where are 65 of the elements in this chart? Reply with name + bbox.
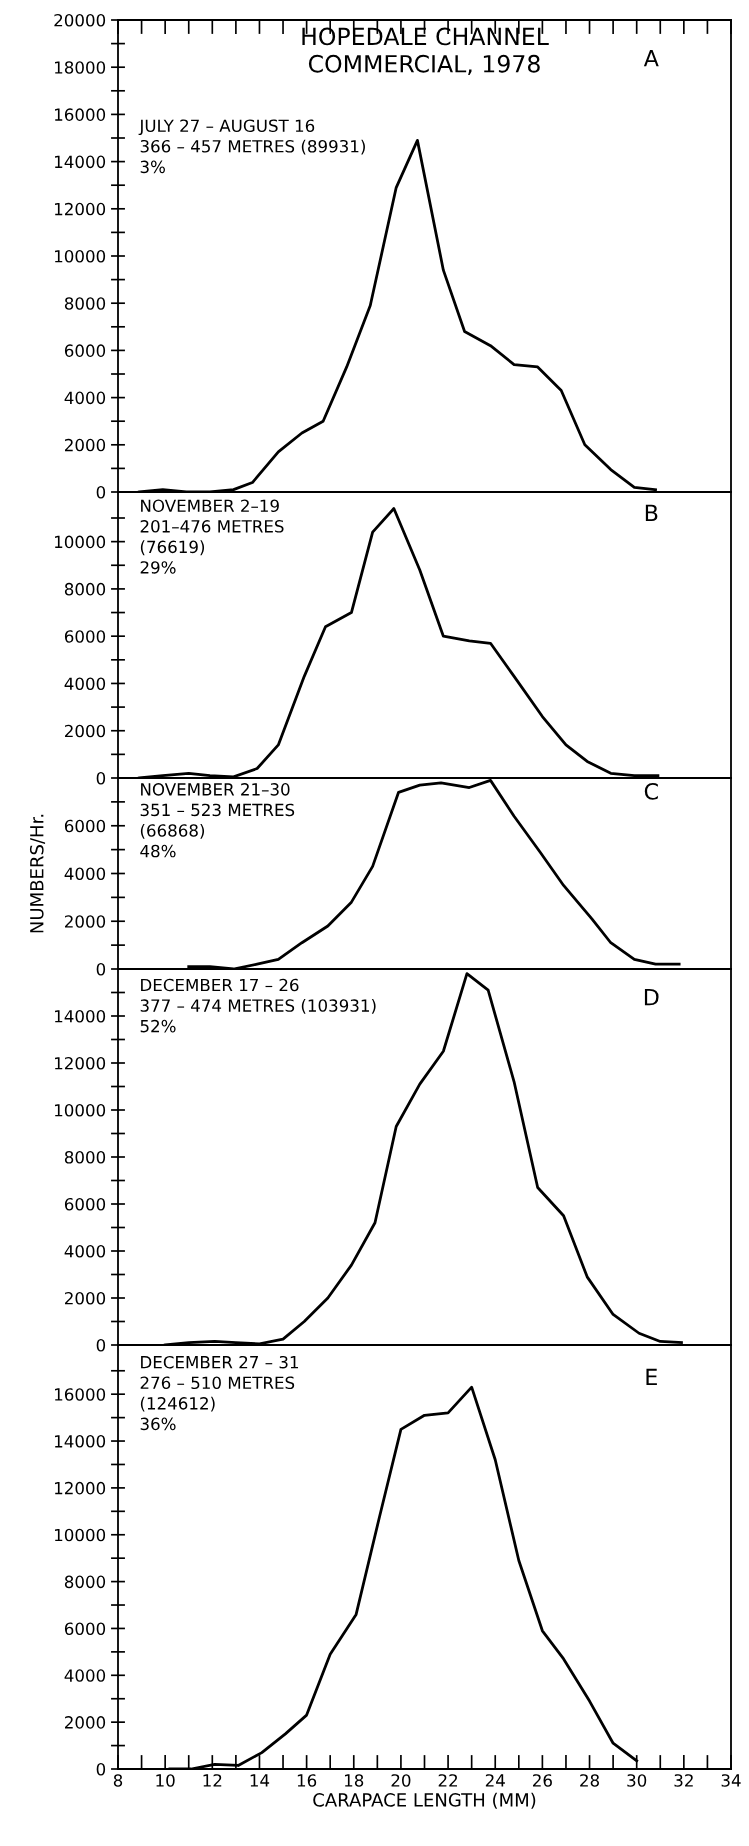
annotation: DECEMBER 17 – 26 377 – 474 METRES (103931) 52% (140, 978, 376, 1033)
x-tick-label: 20 (391, 1774, 411, 1787)
y-tick-label: 6000 (64, 819, 106, 833)
y-tick-label: 0 (96, 1338, 106, 1352)
x-tick-label: 34 (721, 1774, 741, 1787)
y-tick-label: 10000 (55, 249, 106, 263)
y-tick-label: 0 (96, 771, 106, 785)
y-tick-label: 12000 (55, 1481, 106, 1495)
y-tick-label: 20000 (54, 13, 106, 27)
y-tick-label: 16000 (55, 108, 106, 121)
y-tick-label: 0 (96, 962, 106, 976)
x-axis-title: CARAPACE LENGTH (MM) (313, 1792, 536, 1809)
y-tick-label: 8000 (64, 297, 106, 310)
y-tick-label: 2000 (65, 438, 106, 452)
y-tick-label: 16000 (55, 1388, 106, 1401)
y-tick-label: 8000 (64, 1575, 106, 1589)
y-tick-label: 6000 (64, 1197, 106, 1211)
y-tick-label: 14000 (55, 1009, 106, 1023)
x-tick-label: 26 (533, 1774, 552, 1787)
y-tick-label: 4000 (64, 677, 106, 691)
annotation: NOVEMBER 2–19 201–476 METRES (76619) 29% (140, 499, 284, 574)
y-tick-label: 2000 (65, 1291, 106, 1305)
y-tick-label: 6000 (64, 344, 106, 357)
x-tick-label: 16 (297, 1774, 317, 1787)
y-tick-label: 4000 (64, 1669, 106, 1682)
y-tick-label: 8000 (64, 1150, 106, 1164)
annotation: C (644, 782, 658, 800)
y-tick-label: 8000 (64, 582, 106, 596)
x-tick-label: 10 (156, 1774, 175, 1787)
x-tick-label: 18 (345, 1774, 364, 1787)
text: HOPEDALE CHANNEL COMMERCIAL, 1978 (302, 27, 549, 76)
y-tick-label: 6000 (64, 1622, 106, 1636)
x-tick-label: 30 (627, 1774, 647, 1787)
y-tick-label: 10000 (55, 535, 106, 549)
y-tick-label: 2000 (65, 1716, 106, 1729)
annotation: D (644, 989, 659, 1006)
y-tick-label: 14000 (55, 1435, 106, 1448)
x-tick-label: 12 (203, 1774, 222, 1787)
y-tick-label: 12000 (55, 1056, 106, 1070)
annotation: E (646, 1368, 657, 1386)
annotation: B (645, 504, 658, 522)
y-tick-label: 4000 (64, 391, 106, 405)
x-tick-label: 24 (485, 1774, 505, 1787)
x-tick-label: 22 (438, 1774, 458, 1787)
y-tick-label: 0 (96, 485, 106, 499)
y-tick-label: 0 (96, 1762, 106, 1776)
annotation: DECEMBER 27 – 31 276 – 510 METRES (124612) 36% (140, 1355, 299, 1431)
annotation: A (643, 50, 659, 67)
y-tick-label: 2000 (65, 724, 106, 738)
y-tick-label: 4000 (64, 867, 106, 881)
y-tick-label: 14000 (55, 155, 106, 169)
y-axis-title: NUMBERS/Hr. (29, 814, 46, 933)
x-tick-label: 14 (250, 1774, 270, 1787)
y-tick-label: 4000 (64, 1244, 106, 1258)
y-tick-label: 6000 (64, 630, 106, 643)
y-tick-label: 10000 (55, 1103, 106, 1117)
x-tick-label: 32 (674, 1774, 693, 1787)
x-tick-label: 8 (113, 1774, 123, 1787)
annotation: JULY 27 – AUGUST 16 366 – 457 METRES (89931) 3% (138, 119, 365, 174)
y-tick-label: 12000 (55, 202, 106, 216)
y-tick-label: 10000 (55, 1528, 106, 1542)
y-tick-label: 18000 (55, 61, 106, 74)
x-tick-label: 28 (580, 1774, 599, 1787)
y-tick-label: 2000 (65, 915, 106, 928)
annotation: NOVEMBER 21–30 351 – 523 METRES (66868) 48% (140, 783, 295, 858)
